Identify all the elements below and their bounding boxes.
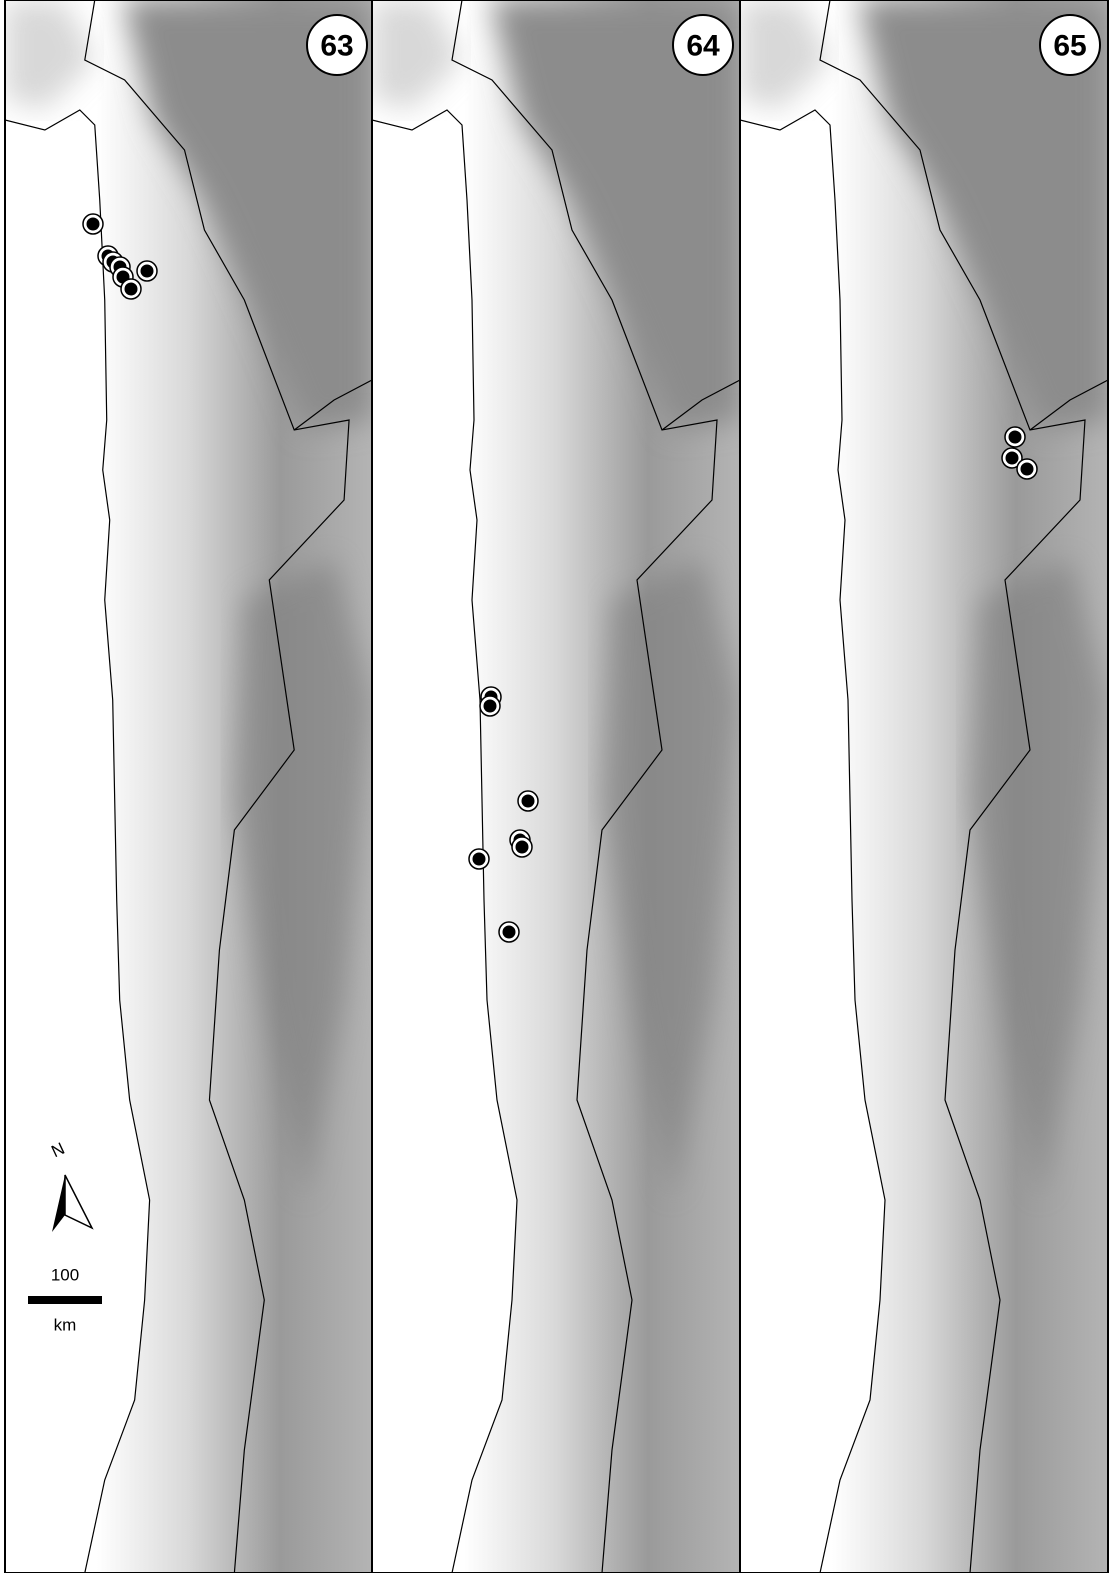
panel-label: 65 [1053, 30, 1086, 63]
scale-unit: km [54, 1316, 77, 1335]
panel: 64 [372, 0, 740, 1573]
panel-label: 63 [320, 30, 353, 63]
panel-label: 64 [686, 30, 720, 63]
panel: 63 N 100 km [5, 0, 372, 1573]
scale-distance: 100 [51, 1266, 79, 1285]
panel: 65 [740, 0, 1108, 1573]
page: 63 N 100 km 64 [0, 0, 1112, 1573]
map-figure: 63 N 100 km 64 [0, 0, 1112, 1573]
